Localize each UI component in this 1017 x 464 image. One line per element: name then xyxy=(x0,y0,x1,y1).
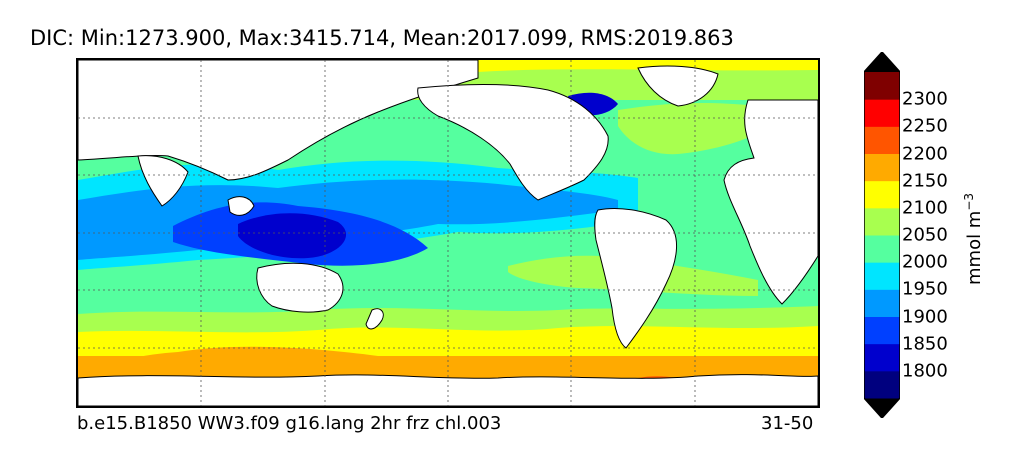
land-asia xyxy=(78,60,479,181)
land-australia xyxy=(256,262,344,313)
land-greenland xyxy=(637,65,719,107)
colorbar-segment xyxy=(864,316,900,345)
band-warm-pool-deep xyxy=(238,213,347,259)
colorbar-segment xyxy=(864,153,900,182)
colorbar-segment xyxy=(864,72,900,100)
dic-map xyxy=(78,60,818,406)
plot-title: DIC: Min:1273.900, Max:3415.714, Mean:20… xyxy=(30,26,734,50)
colorbar-tick-label: 1950 xyxy=(902,278,948,300)
colorbar-tick-label: 2250 xyxy=(902,115,948,137)
band-north-atlantic-green xyxy=(618,103,778,155)
land-north-america xyxy=(417,84,609,201)
colorbar-tick-label: 1850 xyxy=(902,333,948,355)
colorbar-tick-label: 1900 xyxy=(902,306,948,327)
colorbar-tick-label: 1800 xyxy=(902,360,948,382)
colorbar-segment xyxy=(864,289,900,317)
graticule xyxy=(78,60,818,406)
land-europe-africa xyxy=(723,99,818,305)
colorbar-segment xyxy=(864,99,900,127)
colorbar-units-label: mmol m−3 xyxy=(962,193,985,285)
land-india xyxy=(137,155,189,207)
map-frame xyxy=(76,58,820,408)
land-maritime-continent xyxy=(227,196,255,216)
colorbar-segment xyxy=(864,180,900,209)
colorbar xyxy=(864,52,900,418)
caption-case-name: b.e15.B1850 WW3.f09 g16.lang 2hr frz chl… xyxy=(77,413,502,434)
colorbar-segment xyxy=(864,207,900,236)
colorbar-segment xyxy=(864,343,900,372)
colorbar-tick-label: 2100 xyxy=(902,197,948,219)
colorbar-under-arrow xyxy=(864,398,900,418)
land-south-america xyxy=(594,207,678,349)
colorbar-tick-label: 2300 xyxy=(902,88,948,110)
caption-years: 31-50 xyxy=(761,413,814,434)
units-exponent: −3 xyxy=(962,192,976,211)
units-text: mmol m xyxy=(964,210,985,285)
colorbar-over-arrow xyxy=(864,52,900,72)
colorbar-segment xyxy=(864,126,900,154)
colorbar-tick-label: 2050 xyxy=(902,224,948,246)
colorbar-segment xyxy=(864,262,900,290)
colorbar-labels: 1800 1850 1900 1950 2000 2050 2100 2150 2200 2250… xyxy=(902,52,962,418)
colorbar-segment xyxy=(864,235,900,263)
colorbar-tick-label: 2200 xyxy=(902,143,948,164)
land-new-zealand xyxy=(365,308,384,330)
colorbar-tick-label: 2150 xyxy=(902,170,948,192)
colorbar-tick-label: 2000 xyxy=(902,251,948,273)
colorbar-segment xyxy=(864,370,900,399)
